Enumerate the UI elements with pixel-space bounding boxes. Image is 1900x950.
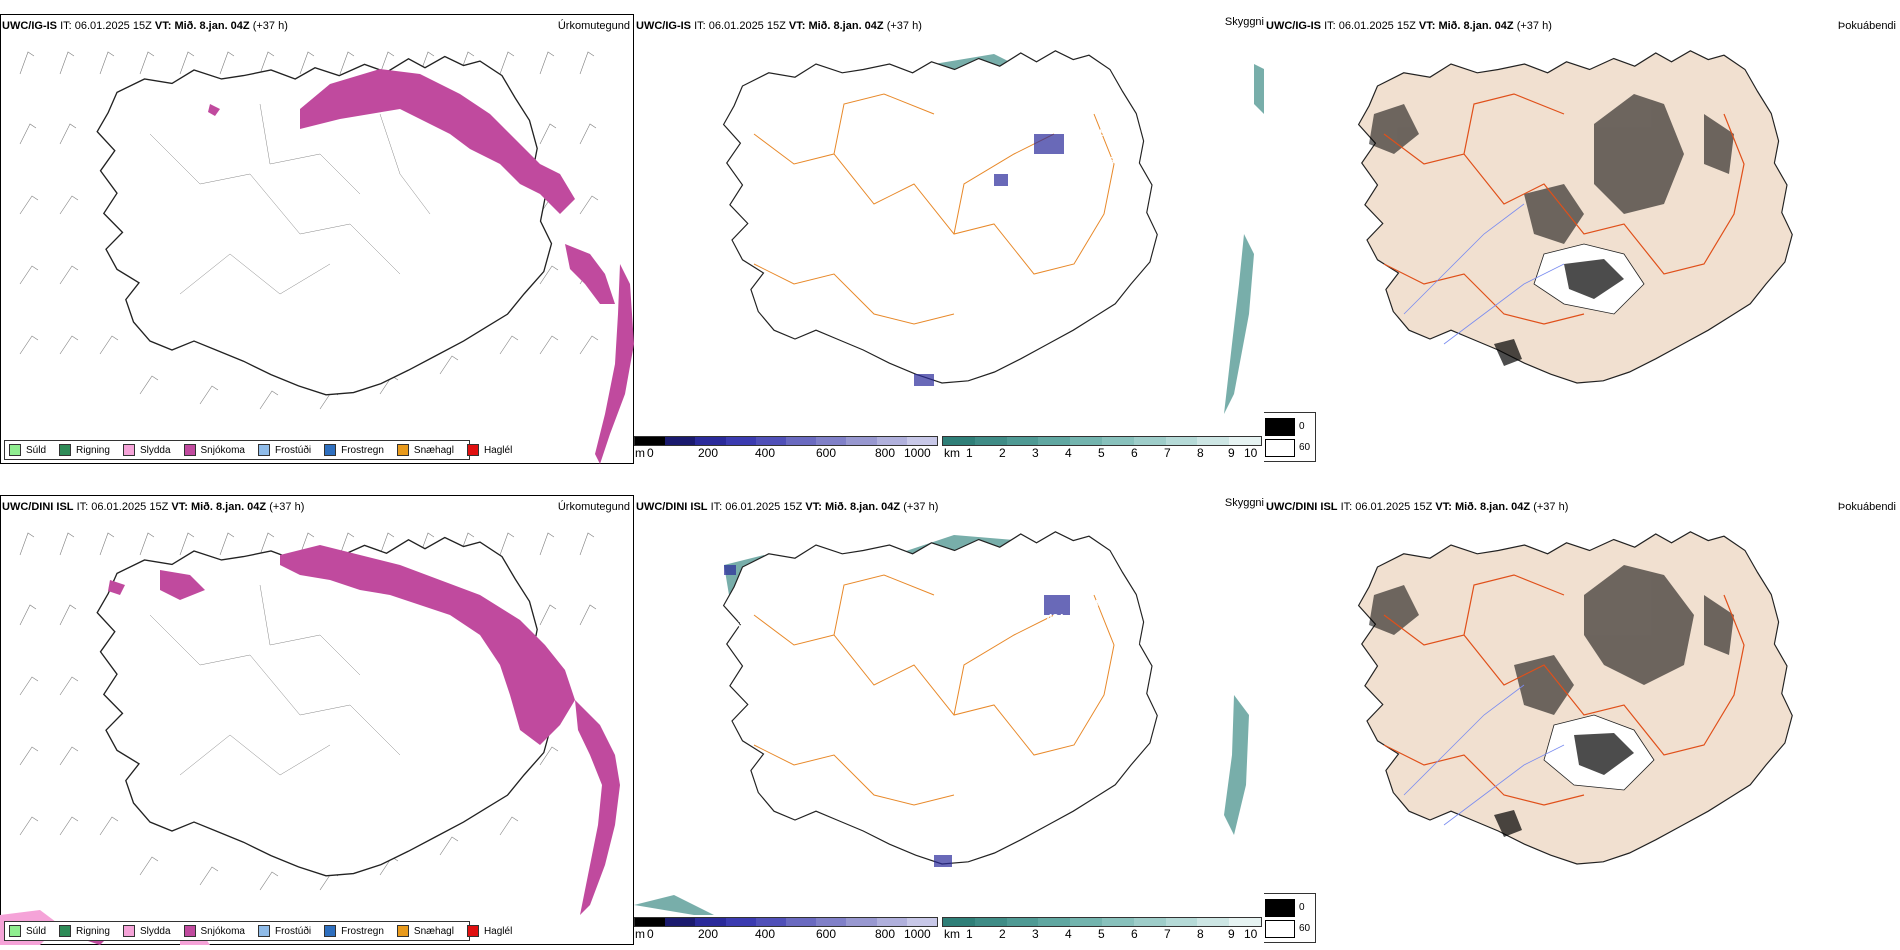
precip-panel-row1: UWC/IG-IS IT: 06.01.2025 15Z VT: Mið. 8.…	[0, 14, 634, 464]
legend-slydda: Slydda	[122, 444, 171, 456]
fog-dark-areas	[1369, 565, 1734, 715]
precip-title-row2: Úrkomutegund	[557, 501, 630, 513]
precip-map-row1	[0, 14, 634, 464]
legend-hagel: Haglél	[466, 925, 512, 937]
roads	[1383, 574, 1745, 806]
fog-title-row1: Þokuábendi	[1837, 20, 1896, 32]
legend-snjokoma: Snjókoma	[183, 925, 245, 937]
legend-frostregn: Frostregn	[324, 925, 384, 937]
legend-frostudi: Frostúði	[257, 444, 311, 456]
visibility-panel-row2: UWC/DINI ISL IT: 06.01.2025 15Z VT: Mið.…	[634, 497, 1264, 941]
fog-legend-row1: 0 60	[1264, 412, 1316, 462]
visibility-map-row2	[634, 531, 1249, 915]
visibility-title-row2: Skyggni	[1224, 497, 1264, 509]
precip-map-row2	[0, 495, 634, 945]
visibility-header-row2: UWC/DINI ISL IT: 06.01.2025 15Z VT: Mið.…	[636, 501, 939, 513]
legend-rigning: Rigning	[59, 444, 110, 456]
visibility-map-row1	[722, 50, 1264, 414]
legend-sudl: Súld	[9, 925, 46, 937]
fog-map-row1	[1357, 50, 1793, 384]
fog-panel-row2: UWC/DINI ISL IT: 06.01.2025 15Z VT: Mið.…	[1264, 495, 1900, 945]
fog-header-row1: UWC/IG-IS IT: 06.01.2025 15Z VT: Mið. 8.…	[1266, 20, 1552, 32]
legend-hagel: Haglél	[466, 444, 512, 456]
legend-sudl: Súld	[9, 444, 46, 456]
fog-title-row2: Þokuábendi	[1837, 501, 1896, 513]
fog-header-row2: UWC/DINI ISL IT: 06.01.2025 15Z VT: Mið.…	[1266, 501, 1569, 513]
fog-map-row2	[1357, 531, 1793, 865]
legend-frostudi: Frostúði	[257, 925, 311, 937]
roads	[753, 93, 1115, 325]
roads	[1383, 93, 1745, 325]
precip-legend-row1: Súld Rigning Slydda Snjókoma Frostúði Fr…	[4, 440, 512, 460]
snow-areas	[208, 69, 634, 464]
visibility-title-row1: Skyggni	[1224, 16, 1264, 28]
legend-snaehagl: Snæhagl	[396, 925, 454, 937]
precip-title-row1: Úrkomutegund	[557, 20, 630, 32]
visibility-header-row1: UWC/IG-IS IT: 06.01.2025 15Z VT: Mið. 8.…	[636, 20, 922, 32]
legend-snjokoma: Snjókoma	[183, 444, 245, 456]
fog-legend-row2: 0 60	[1264, 893, 1316, 943]
precip-header-row1: UWC/IG-IS IT: 06.01.2025 15Z VT: Mið. 8.…	[2, 20, 288, 32]
legend-rigning: Rigning	[59, 925, 110, 937]
precip-header-row2: UWC/DINI ISL IT: 06.01.2025 15Z VT: Mið.…	[2, 501, 305, 513]
fog-panel-row1: UWC/IG-IS IT: 06.01.2025 15Z VT: Mið. 8.…	[1264, 14, 1900, 464]
legend-slydda: Slydda	[122, 925, 171, 937]
legend-snaehagl: Snæhagl	[396, 444, 454, 456]
legend-frostregn: Frostregn	[324, 444, 384, 456]
cloud-labels-row2: 215 395 591 407 484 188 522 751 602 771 …	[738, 597, 1199, 788]
fog-dark-areas	[1369, 94, 1734, 244]
visibility-panel-row1: UWC/IG-IS IT: 06.01.2025 15Z VT: Mið. 8.…	[634, 16, 1264, 460]
roads	[753, 574, 1115, 806]
precip-legend-row2: Súld Rigning Slydda Snjókoma Frostúði Fr…	[4, 921, 512, 941]
precip-panel-row2: UWC/DINI ISL IT: 06.01.2025 15Z VT: Mið.…	[0, 495, 634, 945]
cloud-labels-row1: 752 72 478 422 149 451 500 460 71 469 98…	[926, 94, 1197, 308]
